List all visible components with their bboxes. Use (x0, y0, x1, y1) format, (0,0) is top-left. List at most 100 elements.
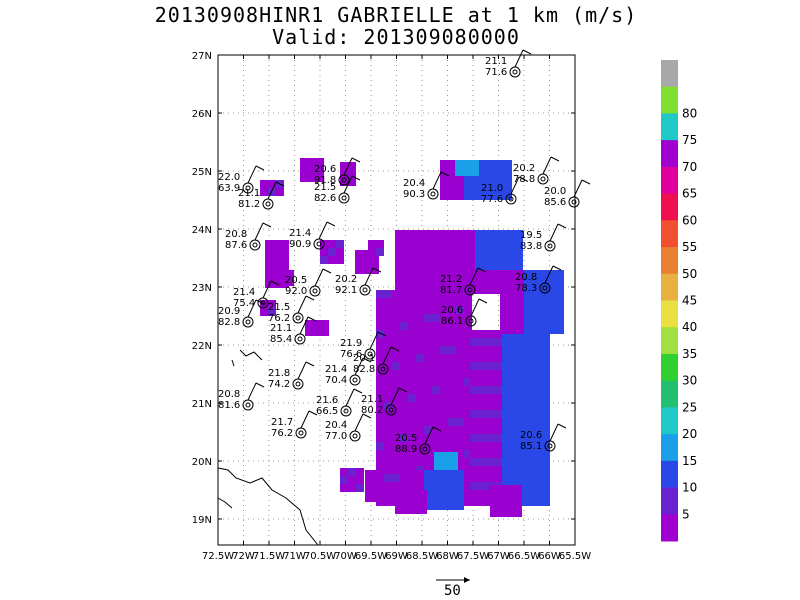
wind-cell (392, 322, 400, 330)
wind-cell (532, 302, 540, 310)
wind-cell (355, 266, 363, 274)
wind-cell (276, 188, 284, 196)
station-plot: 20.982.8 (218, 299, 265, 328)
wind-cell (448, 192, 456, 200)
wind-cell (432, 494, 440, 502)
station-plot: 20.881.6 (218, 382, 265, 411)
wind-cell (506, 493, 514, 501)
wind-cell (427, 278, 435, 286)
wind-cell (526, 426, 534, 434)
wind-cell (432, 434, 440, 442)
station-plot: 21.171.6 (485, 49, 532, 78)
wind-cell (496, 160, 504, 168)
wind-cell (355, 258, 363, 266)
wind-barb (255, 299, 265, 305)
wind-cell (440, 486, 448, 494)
wind-cell (427, 246, 435, 254)
wind-cell (268, 180, 276, 188)
wind-cell (384, 498, 392, 506)
wind-cell (432, 426, 440, 434)
wind-cell (424, 470, 432, 478)
wind-cell (478, 378, 486, 386)
wind-cell (502, 426, 510, 434)
wind-cell (365, 470, 373, 478)
station-plot: 20.887.6 (225, 222, 272, 251)
wind-cell (486, 410, 494, 418)
wind-cell (336, 240, 344, 248)
colorbar: 5 10 15 20 25 30 35 40 45 50 55 60 65 70 75 80 (661, 60, 697, 542)
wind-cell (540, 302, 548, 310)
station-symbol (540, 176, 546, 182)
wind-barb (549, 223, 559, 242)
wind-cell (510, 442, 518, 450)
wind-cell (456, 486, 464, 494)
station-value: 20.8 (218, 389, 240, 400)
wind-barb (297, 295, 307, 314)
wind-cell (376, 240, 384, 248)
wind-barb (477, 267, 487, 273)
colorbar-swatch (661, 407, 678, 435)
wind-cell (508, 318, 516, 326)
wind-cell (400, 426, 408, 434)
wind-cell (408, 322, 416, 330)
axis-ticks (217, 54, 576, 545)
wind-cell (321, 320, 329, 328)
wind-cell (542, 394, 550, 402)
wind-cell (456, 354, 464, 362)
wind-cell (532, 326, 540, 334)
wind-cell (356, 468, 364, 476)
wind-cell (268, 308, 276, 316)
wind-cell (540, 270, 548, 278)
wind-cell (376, 354, 384, 362)
wind-barb (351, 157, 361, 163)
wind-cell (408, 434, 416, 442)
station-symbol (547, 443, 553, 449)
wind-cell (440, 176, 448, 184)
wind-cell (516, 294, 524, 302)
wind-cell (556, 318, 564, 326)
wind-cell (542, 410, 550, 418)
lon-label: 72.5W (202, 551, 234, 562)
wind-cell (548, 286, 556, 294)
wind-cell (486, 370, 494, 378)
wind-cell (540, 310, 548, 318)
wind-cell (470, 458, 478, 466)
wind-cell (376, 410, 384, 418)
wind-cell (456, 314, 464, 322)
wind-cell (448, 298, 456, 306)
wind-cell (532, 318, 540, 326)
wind-cell (435, 254, 443, 262)
wind-cell (435, 278, 443, 286)
wind-cell (416, 338, 424, 346)
wind-cell (496, 168, 504, 176)
wind-barb (377, 331, 387, 337)
wind-cell (400, 418, 408, 426)
wind-barb (275, 181, 285, 187)
station-plot: 20.685.1 (520, 423, 567, 452)
wind-cell (305, 320, 313, 328)
wind-cell (526, 434, 534, 442)
wind-cell (478, 490, 486, 498)
wind-cell (506, 485, 514, 493)
wind-barb (353, 388, 363, 394)
wind-cell (395, 254, 403, 262)
colorbar-swatch (661, 193, 678, 221)
wind-cell (427, 254, 435, 262)
station-plot: 20.477.0 (325, 413, 372, 442)
wind-cell (432, 470, 440, 478)
station-symbol (512, 69, 518, 75)
wind-cell (408, 354, 416, 362)
wind-cell (451, 262, 459, 270)
lon-label: 68W (436, 551, 459, 562)
station-symbol (544, 240, 556, 252)
wind-cell (443, 278, 451, 286)
station-symbol (245, 402, 251, 408)
wind-cell (403, 246, 411, 254)
wind-cell (376, 298, 384, 306)
wind-cell (542, 418, 550, 426)
wind-cell (464, 362, 472, 370)
wind-cell (491, 246, 499, 254)
wind-cell (419, 506, 427, 514)
wind-cell (518, 362, 526, 370)
wind-cell (440, 434, 448, 442)
